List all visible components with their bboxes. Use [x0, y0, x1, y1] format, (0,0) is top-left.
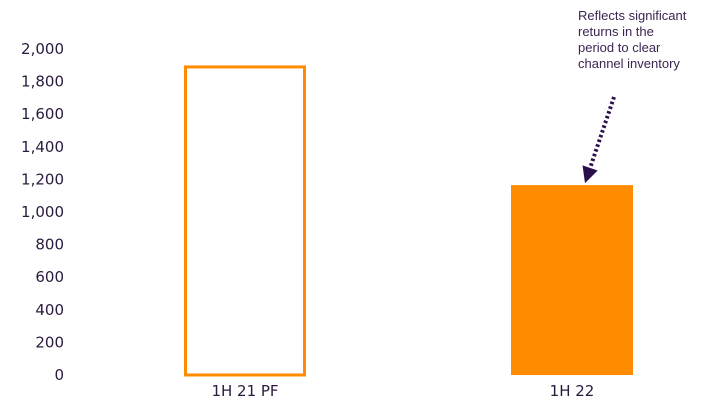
y-tick-label: 0: [54, 366, 64, 384]
y-tick-label: 600: [35, 268, 64, 286]
y-tick-label: 400: [35, 301, 64, 319]
x-tick-label: 1H 22: [550, 382, 595, 400]
x-tick-label: 1H 21 PF: [211, 382, 278, 400]
y-tick-label: 200: [35, 333, 64, 351]
x-axis: 1H 21 PF 1H 22: [211, 382, 594, 400]
y-tick-label: 2,000: [21, 40, 64, 58]
y-tick-label: 1,000: [21, 203, 64, 221]
bar-1: [184, 65, 306, 377]
annotation-text: Reflects significant returns in the peri…: [578, 8, 687, 71]
y-axis: 0 200 400 600 800 1,000 1,200 1,400 1,600 1,800 2,…: [21, 40, 64, 384]
bar-2: [511, 185, 633, 375]
y-tick-label: 1,600: [21, 105, 64, 123]
annotation-arrow: [582, 96, 616, 184]
bars: [184, 65, 633, 377]
arrow-shaft: [588, 96, 616, 169]
y-tick-label: 800: [35, 236, 64, 254]
arrow-head: [582, 165, 598, 184]
y-tick-label: 1,200: [21, 170, 64, 188]
y-tick-label: 1,800: [21, 73, 64, 91]
y-tick-label: 1,400: [21, 138, 64, 156]
